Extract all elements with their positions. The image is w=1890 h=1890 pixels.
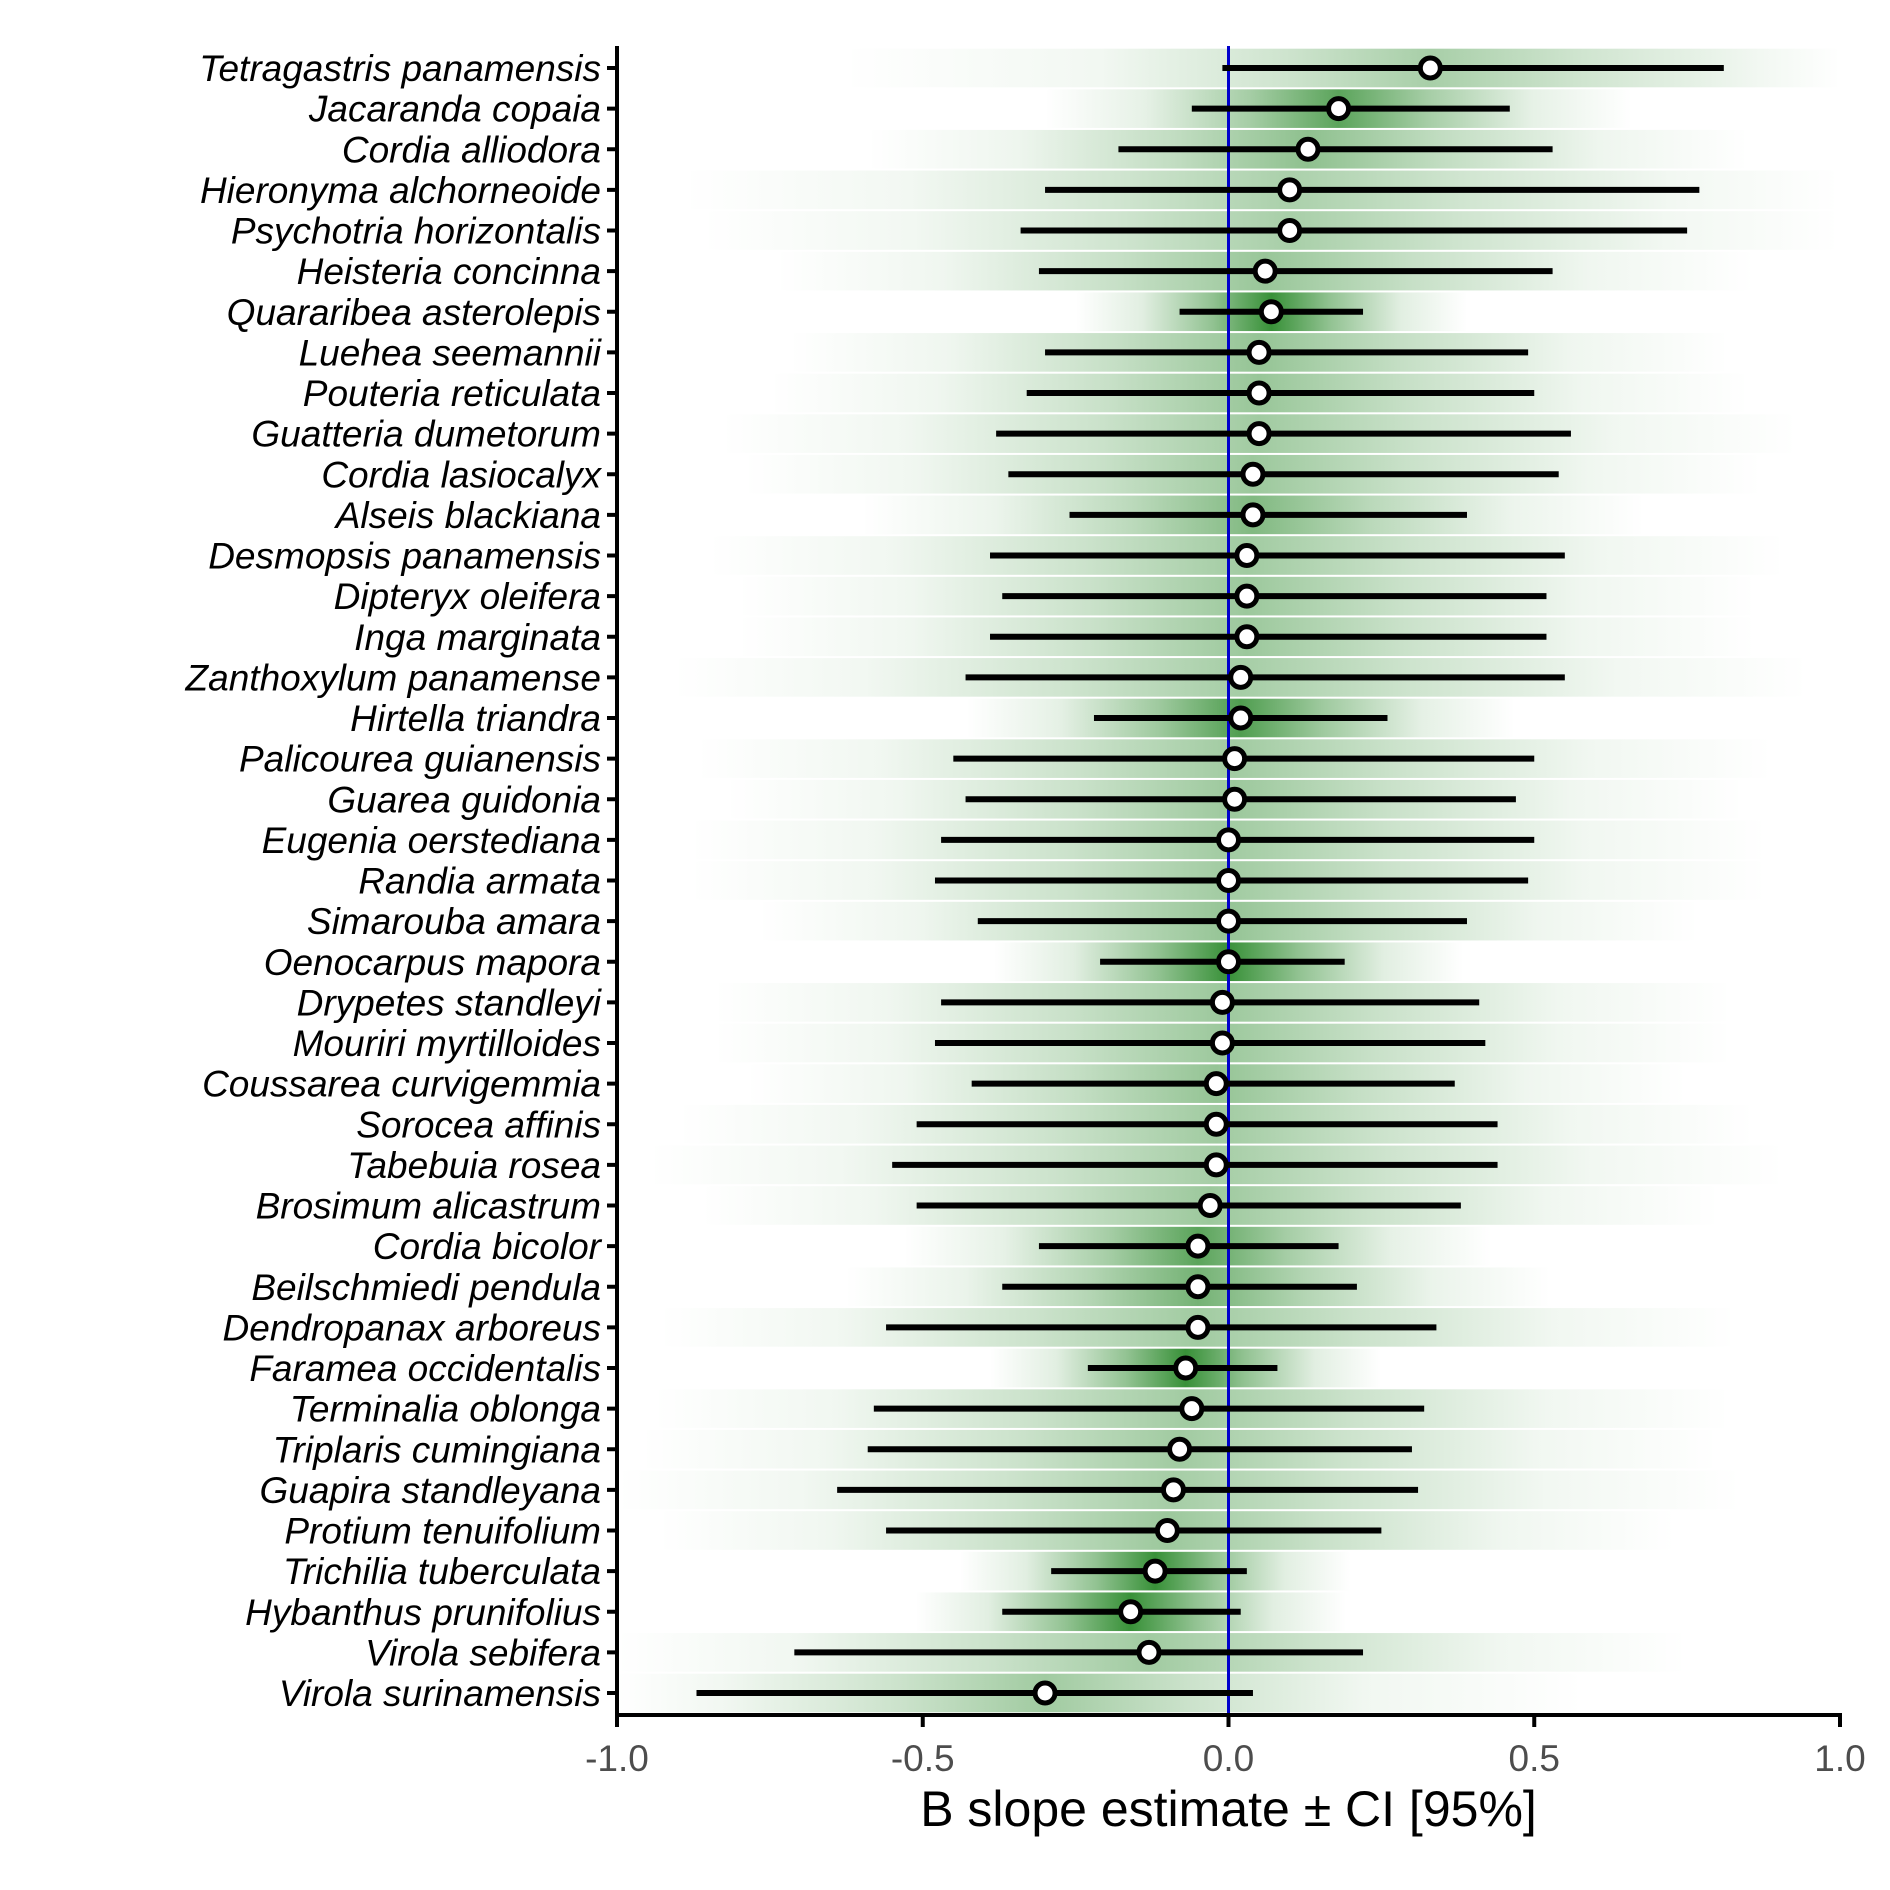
estimate-point [1222, 786, 1248, 812]
estimate-point [1203, 1111, 1229, 1137]
x-tick-label: -0.5 [891, 1738, 955, 1779]
species-label: Randia armata [358, 861, 601, 902]
estimate-point [1252, 258, 1278, 284]
species-label: Dipteryx oleifera [334, 576, 601, 617]
species-label: Tetragastris panamensis [199, 48, 601, 89]
estimate-point [1277, 218, 1303, 243]
species-label: Jacaranda copaia [308, 89, 601, 130]
species-label: Hybanthus prunifolius [245, 1592, 601, 1633]
species-label: Zanthoxylum panamense [185, 657, 601, 698]
species-label: Psychotria horizontalis [231, 211, 601, 252]
species-label: Cordia lasiocalyx [321, 454, 602, 495]
species-label: Drypetes standleyi [297, 982, 603, 1023]
species-label: Cordia bicolor [373, 1226, 603, 1267]
x-axis-title: B slope estimate ± CI [95%] [920, 1781, 1537, 1837]
interval-layer [696, 55, 1724, 1706]
species-label: Desmopsis panamensis [208, 536, 601, 577]
estimate-point [1277, 177, 1303, 203]
species-label: Sorocea affinis [356, 1104, 601, 1145]
species-label: Dendropanax arboreus [223, 1307, 601, 1348]
estimate-point [1142, 1558, 1168, 1584]
x-tick-label: 0.0 [1203, 1738, 1254, 1779]
species-label: Luehea seemannii [299, 332, 603, 373]
estimate-point [1234, 624, 1260, 650]
estimate-point [1136, 1639, 1162, 1665]
species-label: Guarea guidonia [327, 779, 601, 820]
estimate-point [1240, 461, 1266, 487]
species-label: Hirtella triandra [350, 698, 601, 739]
species-label: Terminalia oblonga [290, 1389, 601, 1430]
species-label: Cordia alliodora [342, 129, 601, 170]
species-label: Protium tenuifolium [284, 1511, 601, 1552]
species-label: Virola sebifera [365, 1632, 601, 1673]
estimate-point [1246, 339, 1272, 365]
x-tick-label: 0.5 [1509, 1738, 1560, 1779]
estimate-point [1258, 299, 1284, 325]
estimate-point [1209, 1030, 1235, 1056]
estimate-point [1118, 1599, 1144, 1625]
species-label: Triplaris cumingiana [273, 1429, 601, 1470]
species-label: Oenocarpus mapora [264, 942, 601, 983]
estimate-point [1234, 583, 1260, 609]
estimate-point [1295, 136, 1321, 162]
species-label: Guapira standleyana [260, 1470, 601, 1511]
species-label: Guatteria dumetorum [251, 414, 601, 455]
species-label: Mouriri myrtilloides [293, 1023, 601, 1064]
estimate-point [1228, 705, 1254, 731]
estimate-point [1240, 502, 1266, 528]
x-tick-label: 1.0 [1814, 1738, 1865, 1779]
estimate-point [1154, 1518, 1180, 1543]
species-label: Simarouba amara [307, 901, 601, 942]
species-label: Virola surinamensis [279, 1673, 601, 1714]
estimate-point [1032, 1680, 1058, 1706]
x-tick-label: -1.0 [585, 1738, 649, 1779]
estimate-point [1197, 1193, 1223, 1218]
estimate-point [1216, 949, 1241, 975]
species-label: Pouteria reticulata [303, 373, 601, 414]
estimate-point [1216, 908, 1241, 934]
estimate-point [1209, 989, 1235, 1015]
x-axis-ticks: -1.0 -0.5 0.0 0.5 1.0 [585, 1715, 1866, 1779]
species-label: Trichilia tuberculata [283, 1551, 601, 1592]
density-layer [617, 48, 1840, 1713]
species-label: Palicourea guianensis [239, 739, 601, 780]
estimate-point [1160, 1477, 1186, 1503]
estimate-point [1222, 746, 1248, 772]
species-label: Tabebuia rosea [347, 1145, 601, 1186]
estimate-point [1216, 827, 1241, 853]
estimate-point [1185, 1314, 1211, 1340]
estimate-point [1417, 55, 1443, 81]
estimate-point [1203, 1152, 1229, 1178]
species-label: Inga marginata [354, 617, 601, 658]
estimate-point [1173, 1355, 1199, 1381]
estimate-point [1185, 1233, 1211, 1259]
estimate-point [1326, 96, 1352, 122]
species-label: Hieronyma alchorneoide [200, 170, 601, 211]
species-label: Coussarea curvigemmia [202, 1064, 601, 1105]
estimate-point [1234, 543, 1260, 568]
estimate-point [1228, 664, 1254, 690]
species-label: Alseis blackiana [334, 495, 601, 536]
estimate-point [1203, 1071, 1229, 1097]
estimate-point [1246, 421, 1272, 447]
estimate-point [1167, 1436, 1193, 1462]
species-label: Faramea occidentalis [249, 1348, 601, 1389]
species-label: Beilschmiedi pendula [251, 1267, 601, 1308]
species-label: Quararibea asterolepis [227, 292, 601, 333]
species-label: Heisteria concinna [297, 251, 601, 292]
estimate-point [1216, 868, 1241, 893]
estimate-point [1185, 1274, 1211, 1300]
species-label: Brosimum alicastrum [256, 1186, 601, 1227]
estimate-point [1246, 380, 1272, 406]
estimate-point [1179, 1396, 1205, 1422]
species-label: Eugenia oerstediana [262, 820, 601, 861]
